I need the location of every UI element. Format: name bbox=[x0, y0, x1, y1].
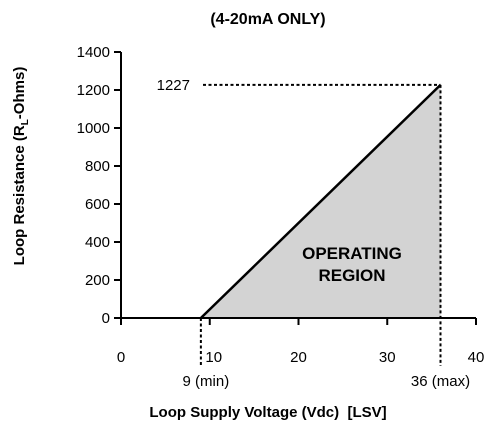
min-voltage-annotation: 9 (min) bbox=[183, 373, 230, 390]
y-axis-label-main: Loop Resistance (R bbox=[11, 125, 28, 265]
y-axis-label-end: -Ohms) bbox=[11, 67, 28, 120]
y-tick-label-200: 200 bbox=[85, 272, 110, 289]
y-ticks: 0 200 400 600 800 1000 1200 1400 bbox=[77, 44, 121, 327]
y-tick-label-800: 800 bbox=[85, 158, 110, 175]
x-tick-label-20: 20 bbox=[290, 349, 307, 366]
operating-region-label-line-1: OPERATING bbox=[302, 244, 402, 263]
x-ticks: 0 10 20 30 40 bbox=[117, 318, 485, 366]
y-tick-label-0: 0 bbox=[102, 310, 110, 327]
x-tick-label-0: 0 bbox=[117, 349, 125, 366]
x-tick-label-30: 30 bbox=[379, 349, 396, 366]
y-tick-label-400: 400 bbox=[85, 234, 110, 251]
y-tick-label-1200: 1200 bbox=[77, 82, 110, 99]
y-tick-label-1000: 1000 bbox=[77, 120, 110, 137]
x-tick-label-10: 10 bbox=[205, 349, 222, 366]
chart-title: (4-20mA ONLY) bbox=[210, 11, 325, 28]
x-axis-label: Loop Supply Voltage (Vdc) [LSV] bbox=[149, 404, 386, 421]
max-resistance-annotation: 1227 bbox=[157, 77, 190, 94]
max-voltage-annotation: 36 (max) bbox=[411, 373, 470, 390]
y-axis-label: Loop Resistance (RL-Ohms) bbox=[11, 67, 31, 266]
plot-area: 0 10 20 30 40 0 200 400 600 800 1000 1200 1400 bbox=[77, 44, 485, 366]
x-tick-label-40: 40 bbox=[468, 349, 485, 366]
operating-region-label-line-2: REGION bbox=[318, 266, 385, 285]
y-tick-label-600: 600 bbox=[85, 196, 110, 213]
y-tick-label-1400: 1400 bbox=[77, 44, 110, 61]
